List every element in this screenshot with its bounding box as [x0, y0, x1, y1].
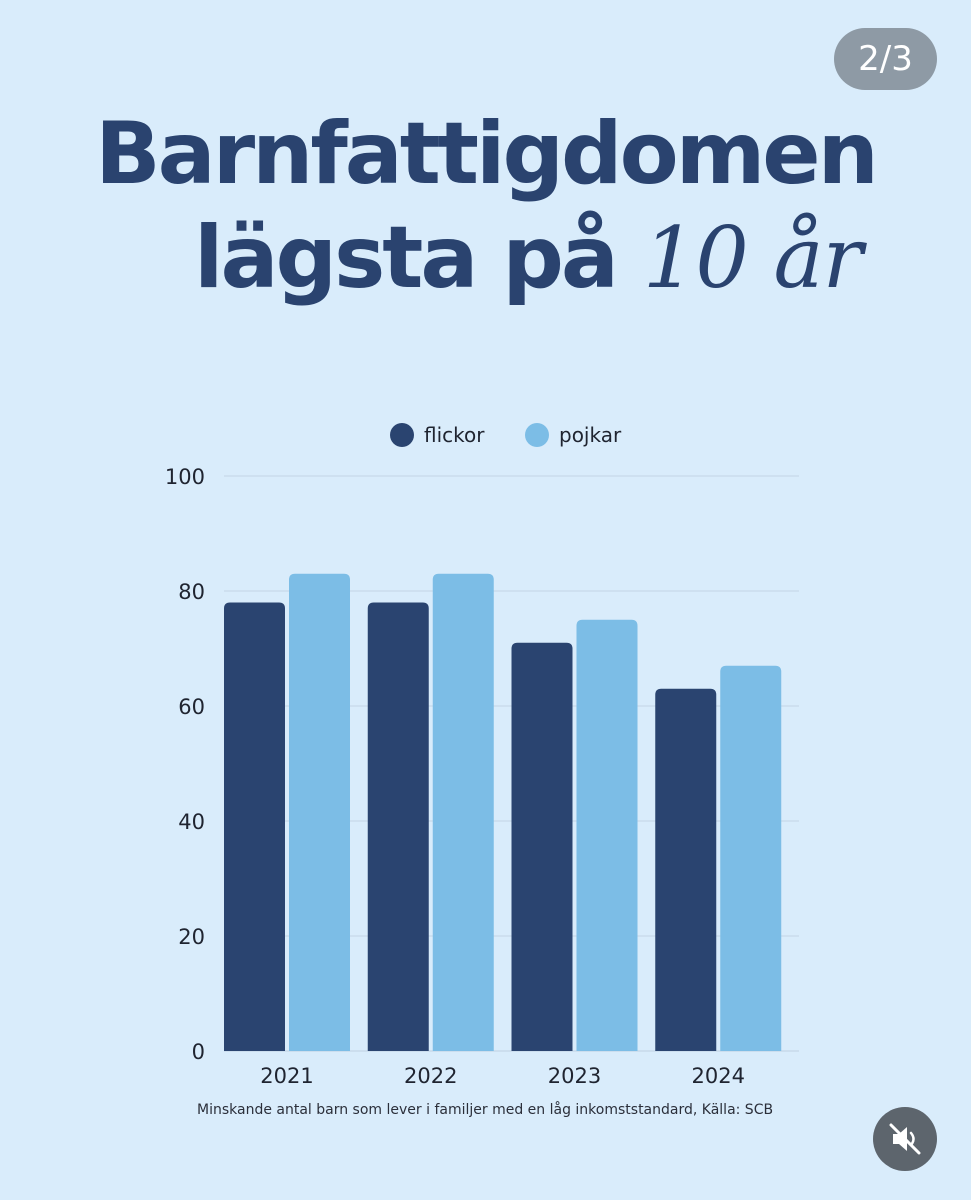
bar-pojkar-2023 [576, 619, 638, 1051]
y-tick-label: 60 [178, 695, 205, 719]
chart-bars [224, 573, 782, 1051]
page-counter: 2/3 [834, 28, 937, 90]
bar-flickor-2024 [655, 688, 717, 1051]
chart-legend: flickor pojkar [390, 423, 622, 447]
x-tick-label: 2022 [404, 1064, 457, 1088]
legend-swatch-pojkar [525, 423, 549, 447]
bar-pojkar-2021 [289, 573, 350, 1051]
legend-label-flickor: flickor [424, 423, 485, 447]
x-tick-label: 2023 [548, 1064, 601, 1088]
bar-flickor-2021 [224, 602, 285, 1051]
y-axis-ticks: 0 20 40 60 80 100 [165, 465, 205, 1064]
speaker-muted-icon [889, 1123, 921, 1155]
mute-button[interactable] [873, 1107, 937, 1171]
bar-flickor-2023 [511, 642, 573, 1051]
bar-flickor-2022 [367, 602, 429, 1051]
legend-label-pojkar: pojkar [559, 423, 622, 447]
y-tick-label: 100 [165, 465, 205, 489]
y-tick-label: 20 [178, 925, 205, 949]
x-tick-label: 2021 [260, 1064, 313, 1088]
headline-prefix: lägsta på [194, 208, 619, 308]
chart-caption: Minskande antal barn som lever i familje… [197, 1102, 774, 1118]
bar-pojkar-2022 [432, 573, 494, 1051]
bar-pojkar-2024 [720, 665, 782, 1051]
headline-emphasis: 10 år [642, 209, 863, 307]
headline-line-2: lägsta på 10 år [194, 208, 863, 308]
x-tick-label: 2024 [692, 1064, 745, 1088]
headline-line-1: Barnfattigdomen [95, 104, 879, 204]
y-tick-label: 80 [178, 580, 205, 604]
y-tick-label: 40 [178, 810, 205, 834]
y-tick-label: 0 [192, 1040, 205, 1064]
legend-swatch-flickor [390, 423, 414, 447]
x-axis-ticks: 2021 2022 2023 2024 [260, 1064, 745, 1088]
